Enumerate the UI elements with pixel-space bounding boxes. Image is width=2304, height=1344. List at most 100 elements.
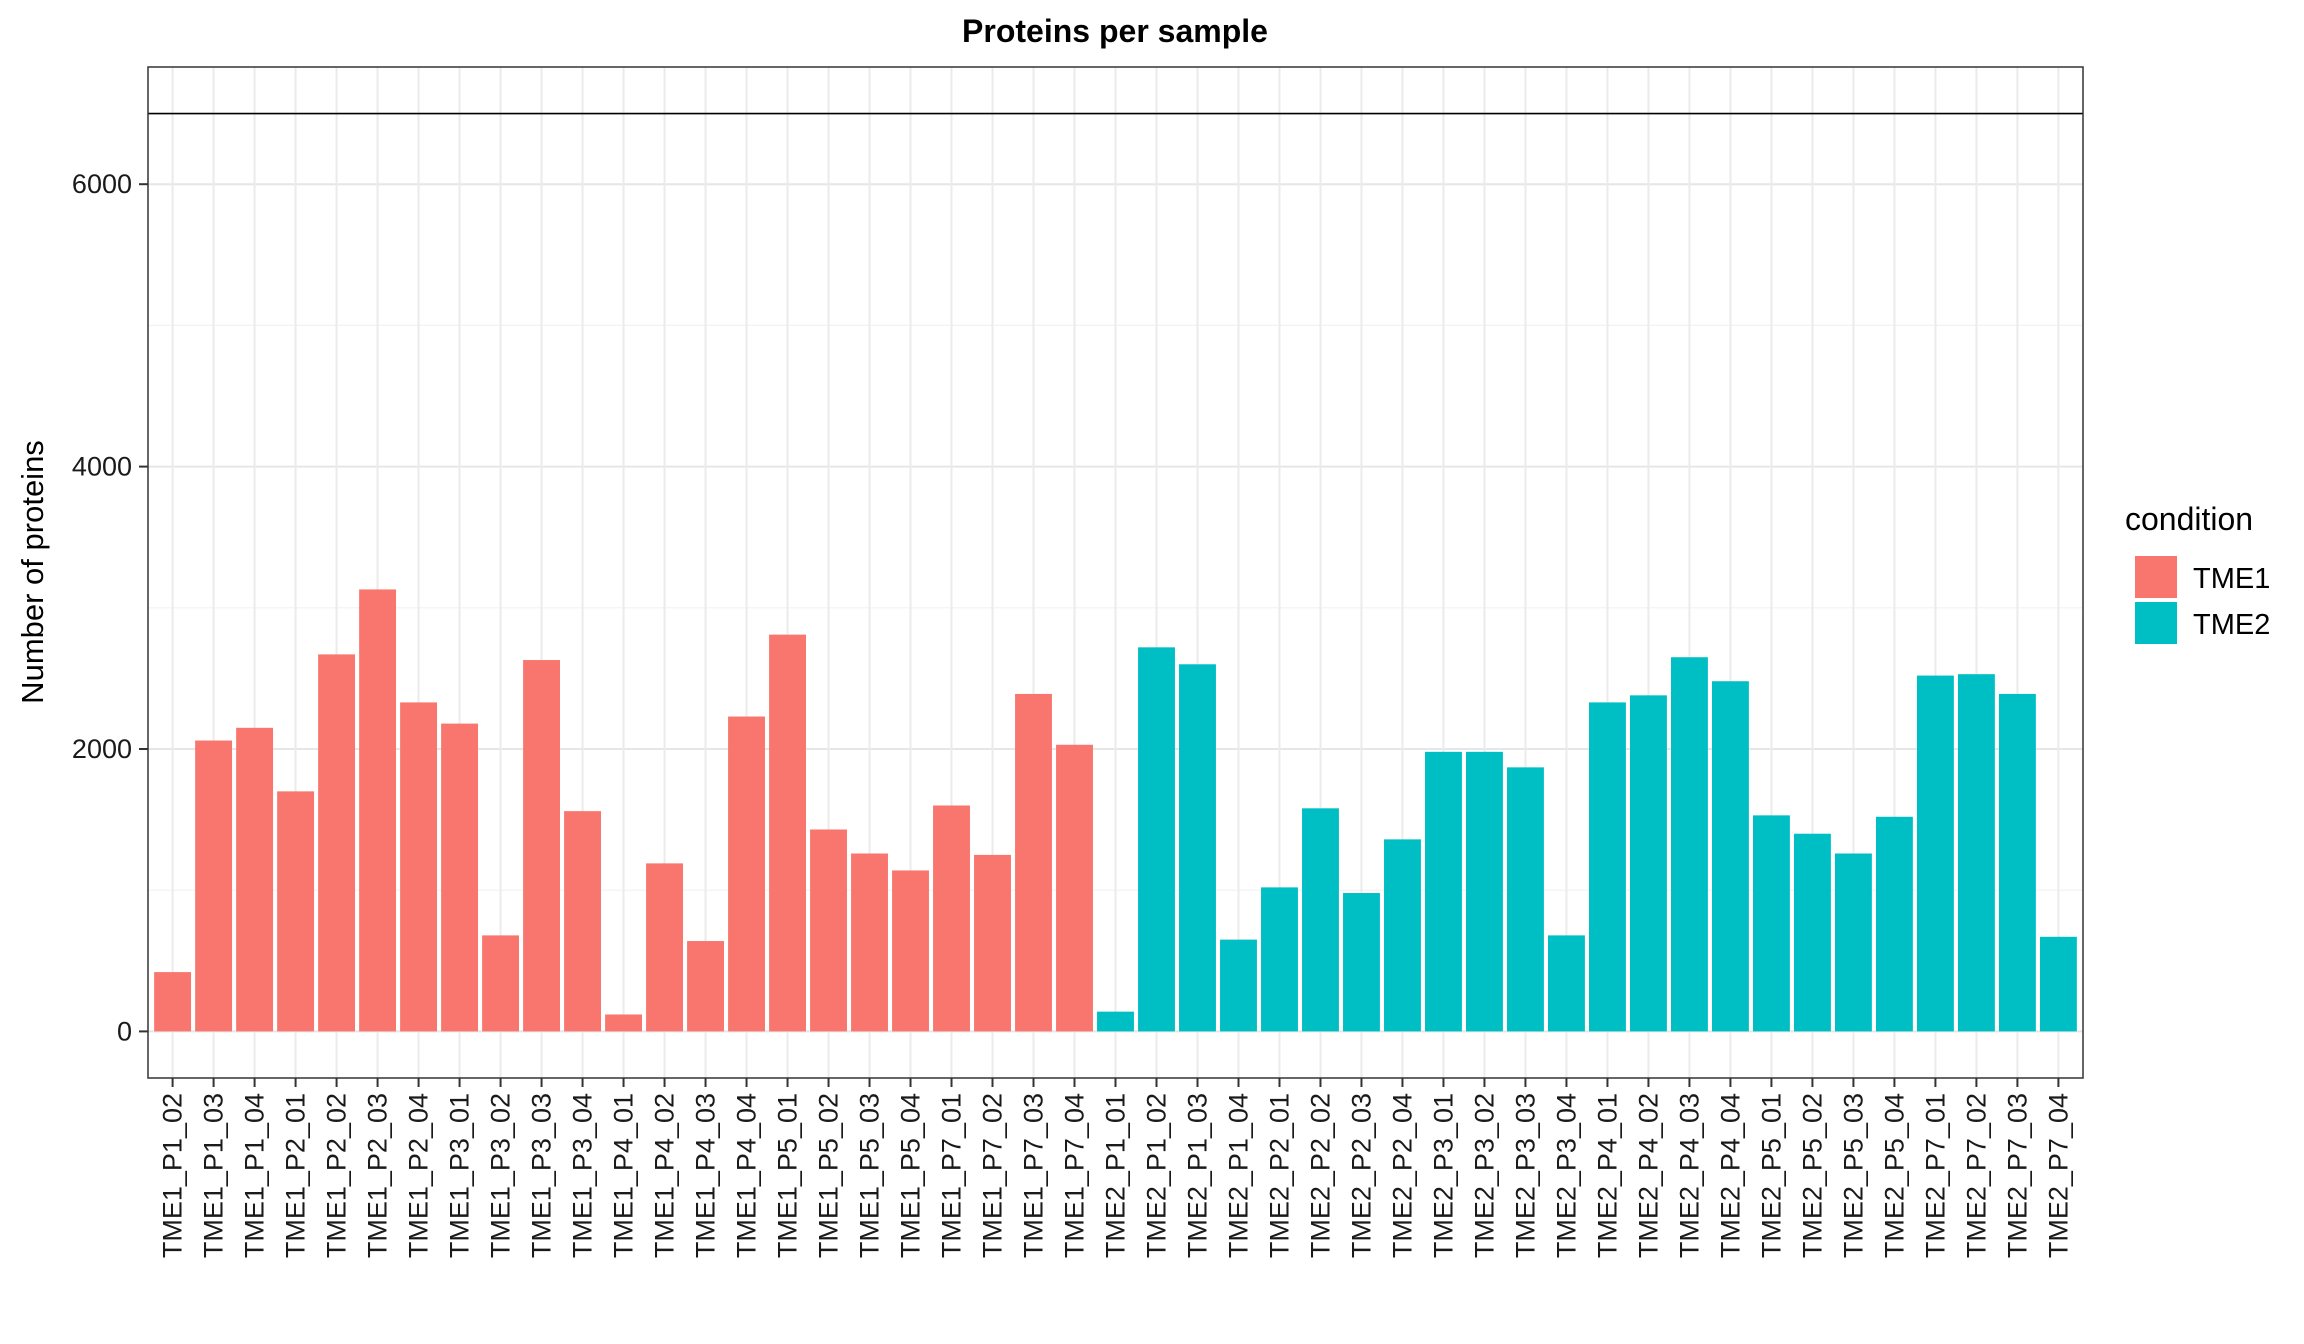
bar-TME1_P1_03 [195, 740, 233, 1032]
bar-TME2_P1_04 [1220, 939, 1257, 1032]
y-tick-label: 6000 [72, 169, 132, 199]
bar-TME2_P7_04 [2039, 936, 2077, 1032]
x-tick-label: TME1_P2_01 [281, 1093, 311, 1258]
bar-TME2_P5_02 [1793, 833, 1831, 1032]
bar-TME2_P3_02 [1466, 751, 1503, 1032]
x-tick-label: TME1_P3_02 [486, 1093, 516, 1258]
bar-TME2_P4_02 [1629, 695, 1667, 1032]
bar-TME1_P1_04 [236, 727, 274, 1032]
bar-TME1_P5_01 [769, 634, 806, 1032]
x-tick-label: TME2_P3_04 [1551, 1093, 1581, 1258]
x-tick-label: TME1_P5_04 [896, 1093, 926, 1258]
x-tick-label: TME1_P1_04 [240, 1093, 270, 1258]
bar-TME1_P3_04 [564, 811, 602, 1032]
legend-key-TME1 [2135, 556, 2177, 598]
bar-TME1_P5_02 [810, 829, 847, 1032]
x-tick-label: TME2_P5_01 [1756, 1093, 1786, 1258]
x-tick-label: TME1_P5_03 [855, 1093, 885, 1258]
x-tick-label: TME2_P4_02 [1633, 1093, 1663, 1258]
bar-TME2_P3_03 [1507, 767, 1544, 1032]
x-tick-label: TME2_P3_03 [1510, 1093, 1540, 1258]
bar-TME1_P4_03 [687, 941, 724, 1032]
y-tick-label: 0 [117, 1016, 132, 1046]
x-tick-label: TME2_P1_01 [1101, 1093, 1131, 1258]
x-tick-label: TME2_P4_03 [1674, 1093, 1704, 1258]
bar-TME2_P1_01 [1097, 1011, 1134, 1032]
y-tick-label: 2000 [72, 734, 132, 764]
x-tick-label: TME1_P7_03 [1019, 1093, 1049, 1258]
bar-TME2_P2_01 [1261, 887, 1298, 1032]
x-tick-label: TME2_P7_04 [2043, 1093, 2073, 1258]
x-tick-label: TME1_P7_01 [937, 1093, 967, 1258]
bar-TME1_P5_03 [851, 853, 888, 1032]
x-tick-label: TME2_P4_04 [1715, 1093, 1745, 1258]
x-tick-label: TME1_P4_01 [609, 1093, 639, 1258]
x-tick-label: TME1_P4_04 [732, 1093, 762, 1258]
x-tick-label: TME1_P4_03 [691, 1093, 721, 1258]
x-tick-label: TME2_P2_01 [1264, 1093, 1294, 1258]
bar-TME2_P3_04 [1548, 935, 1585, 1032]
bar-TME1_P7_01 [933, 805, 970, 1032]
bar-TME2_P7_02 [1957, 674, 1995, 1032]
bar-TME1_P4_04 [728, 716, 765, 1032]
bar-TME2_P2_04 [1384, 839, 1421, 1032]
bar-TME2_P4_04 [1711, 681, 1749, 1032]
x-tick-label: TME1_P7_02 [978, 1093, 1008, 1258]
x-tick-label: TME2_P1_02 [1141, 1093, 1171, 1258]
bar-TME1_P2_03 [359, 589, 397, 1032]
bar-TME1_P2_01 [277, 791, 315, 1032]
legend-title: condition [2125, 501, 2253, 537]
x-tick-label: TME2_P1_04 [1223, 1093, 1253, 1258]
bar-TME1_P7_03 [1015, 693, 1052, 1032]
bar-TME1_P2_02 [318, 654, 356, 1032]
x-tick-label: TME2_P3_02 [1469, 1093, 1499, 1258]
bar-TME1_P3_03 [523, 660, 561, 1032]
x-tick-label: TME2_P7_03 [2002, 1093, 2032, 1258]
x-tick-label: TME2_P5_04 [1879, 1093, 1909, 1258]
x-tick-label: TME2_P5_02 [1797, 1093, 1827, 1258]
bar-TME2_P5_03 [1834, 853, 1872, 1032]
x-tick-label: TME2_P2_03 [1346, 1093, 1376, 1258]
legend-label-TME2: TME2 [2193, 609, 2270, 641]
bar-TME1_P1_02 [154, 972, 192, 1032]
bar-TME1_P7_02 [974, 854, 1011, 1032]
bar-TME1_P4_01 [605, 1014, 642, 1032]
x-tick-label: TME1_P2_04 [404, 1093, 434, 1258]
bars [154, 589, 2077, 1032]
x-tick-label: TME1_P5_02 [814, 1093, 844, 1258]
bar-TME1_P7_04 [1056, 744, 1093, 1032]
bar-TME2_P4_03 [1670, 657, 1708, 1032]
bar-TME1_P3_01 [441, 723, 479, 1032]
x-axis: TME1_P1_02 TME1_P1_03 TME1_P1_04 TME1_P2_01… [158, 1078, 2073, 1258]
bar-TME1_P3_02 [482, 935, 520, 1032]
x-tick-label: TME1_P4_02 [650, 1093, 680, 1258]
x-tick-label: TME2_P1_03 [1182, 1093, 1212, 1258]
bar-TME1_P4_02 [646, 863, 683, 1032]
x-tick-label: TME1_P1_02 [158, 1093, 188, 1258]
bar-TME2_P5_04 [1875, 816, 1913, 1032]
legend: condition TME1 TME2 [2125, 501, 2270, 644]
x-tick-label: TME2_P3_01 [1428, 1093, 1458, 1258]
x-tick-label: TME1_P2_02 [322, 1093, 352, 1258]
legend-key-TME2 [2135, 602, 2177, 644]
x-tick-label: TME1_P3_03 [527, 1093, 557, 1258]
bar-TME2_P2_03 [1343, 893, 1380, 1032]
y-axis: 0 2000 4000 6000 [72, 169, 148, 1046]
bar-TME2_P3_01 [1425, 751, 1462, 1032]
grid-lines [148, 67, 2083, 1078]
bar-TME2_P4_01 [1589, 702, 1626, 1032]
x-tick-label: TME1_P5_01 [773, 1093, 803, 1258]
x-tick-label: TME2_P7_02 [1961, 1093, 1991, 1258]
bar-TME2_P7_03 [1998, 693, 2036, 1032]
x-tick-label: TME1_P1_03 [199, 1093, 229, 1258]
bar-TME1_P2_04 [400, 702, 438, 1032]
chart-title: Proteins per sample [962, 13, 1268, 49]
bar-TME1_P5_04 [892, 870, 929, 1032]
x-tick-label: TME1_P7_04 [1060, 1093, 1090, 1258]
x-tick-label: TME1_P3_01 [445, 1093, 475, 1258]
x-tick-label: TME2_P2_02 [1305, 1093, 1335, 1258]
y-axis-title: Number of proteins [15, 440, 50, 704]
bar-TME2_P5_01 [1752, 815, 1790, 1032]
x-tick-label: TME2_P2_04 [1387, 1093, 1417, 1258]
